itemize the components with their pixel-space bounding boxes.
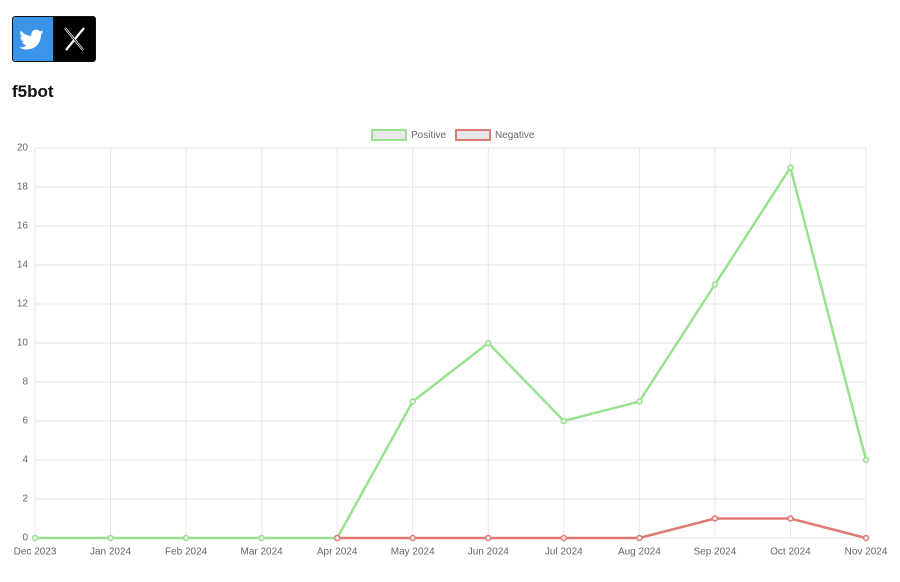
x-tick-label: Nov 2024 bbox=[845, 547, 888, 558]
y-tick-label: 0 bbox=[22, 533, 28, 544]
data-point bbox=[560, 417, 568, 425]
y-tick-label: 14 bbox=[17, 260, 29, 271]
data-point bbox=[333, 534, 341, 542]
data-point bbox=[485, 534, 492, 542]
x-tick-label: Aug 2024 bbox=[618, 547, 661, 558]
page-title: f5bot bbox=[12, 82, 54, 101]
data-point bbox=[862, 456, 870, 464]
legend-swatch bbox=[371, 129, 407, 141]
data-point bbox=[636, 398, 643, 405]
x-tick-label: Apr 2024 bbox=[317, 547, 358, 558]
chart: 0 2 4 6 8 10 12 14 16 18 20 Dec 2023 Jan 2024 Feb 202… bbox=[14, 129, 888, 558]
data-point bbox=[182, 534, 190, 542]
data-point bbox=[31, 534, 39, 542]
series-line bbox=[35, 164, 868, 540]
y-tick-label: 6 bbox=[22, 416, 28, 427]
x-tick-label: Dec 2023 bbox=[14, 547, 57, 558]
data-point bbox=[711, 281, 719, 288]
x-tick-label: Jul 2024 bbox=[545, 547, 583, 558]
x-tick-label: Feb 2024 bbox=[165, 547, 208, 558]
data-point bbox=[636, 534, 643, 542]
y-tick-label: 4 bbox=[22, 455, 28, 466]
data-point bbox=[787, 515, 794, 522]
legend-label: Positive bbox=[411, 130, 446, 141]
x-tick-label: May 2024 bbox=[391, 547, 435, 558]
y-tick-label: 8 bbox=[22, 377, 28, 388]
data-point bbox=[409, 398, 416, 405]
data-point bbox=[711, 515, 719, 522]
data-point bbox=[258, 534, 265, 542]
data-point bbox=[107, 534, 114, 542]
legend-label: Negative bbox=[495, 130, 535, 141]
x-button[interactable] bbox=[54, 16, 96, 62]
series-line bbox=[337, 517, 867, 540]
y-tick-label: 10 bbox=[17, 338, 29, 349]
x-tick-label: Jun 2024 bbox=[468, 547, 510, 558]
x-tick-label: Oct 2024 bbox=[770, 547, 811, 558]
y-tick-label: 2 bbox=[22, 494, 28, 505]
legend-swatch bbox=[455, 129, 492, 141]
data-point bbox=[409, 534, 416, 542]
data-point bbox=[862, 534, 870, 542]
x-tick-label: Jan 2024 bbox=[90, 547, 132, 558]
data-point bbox=[787, 164, 794, 171]
y-tick-label: 16 bbox=[17, 221, 29, 232]
x-tick-label: Sep 2024 bbox=[693, 547, 736, 558]
y-tick-label: 20 bbox=[17, 143, 29, 154]
x-tick-label: Mar 2024 bbox=[241, 547, 284, 558]
data-point bbox=[485, 339, 492, 347]
twitter-button[interactable] bbox=[12, 16, 54, 62]
y-tick-label: 18 bbox=[17, 182, 29, 193]
y-tick-label: 12 bbox=[17, 299, 29, 310]
share-buttons bbox=[12, 16, 96, 62]
data-point bbox=[560, 534, 568, 542]
